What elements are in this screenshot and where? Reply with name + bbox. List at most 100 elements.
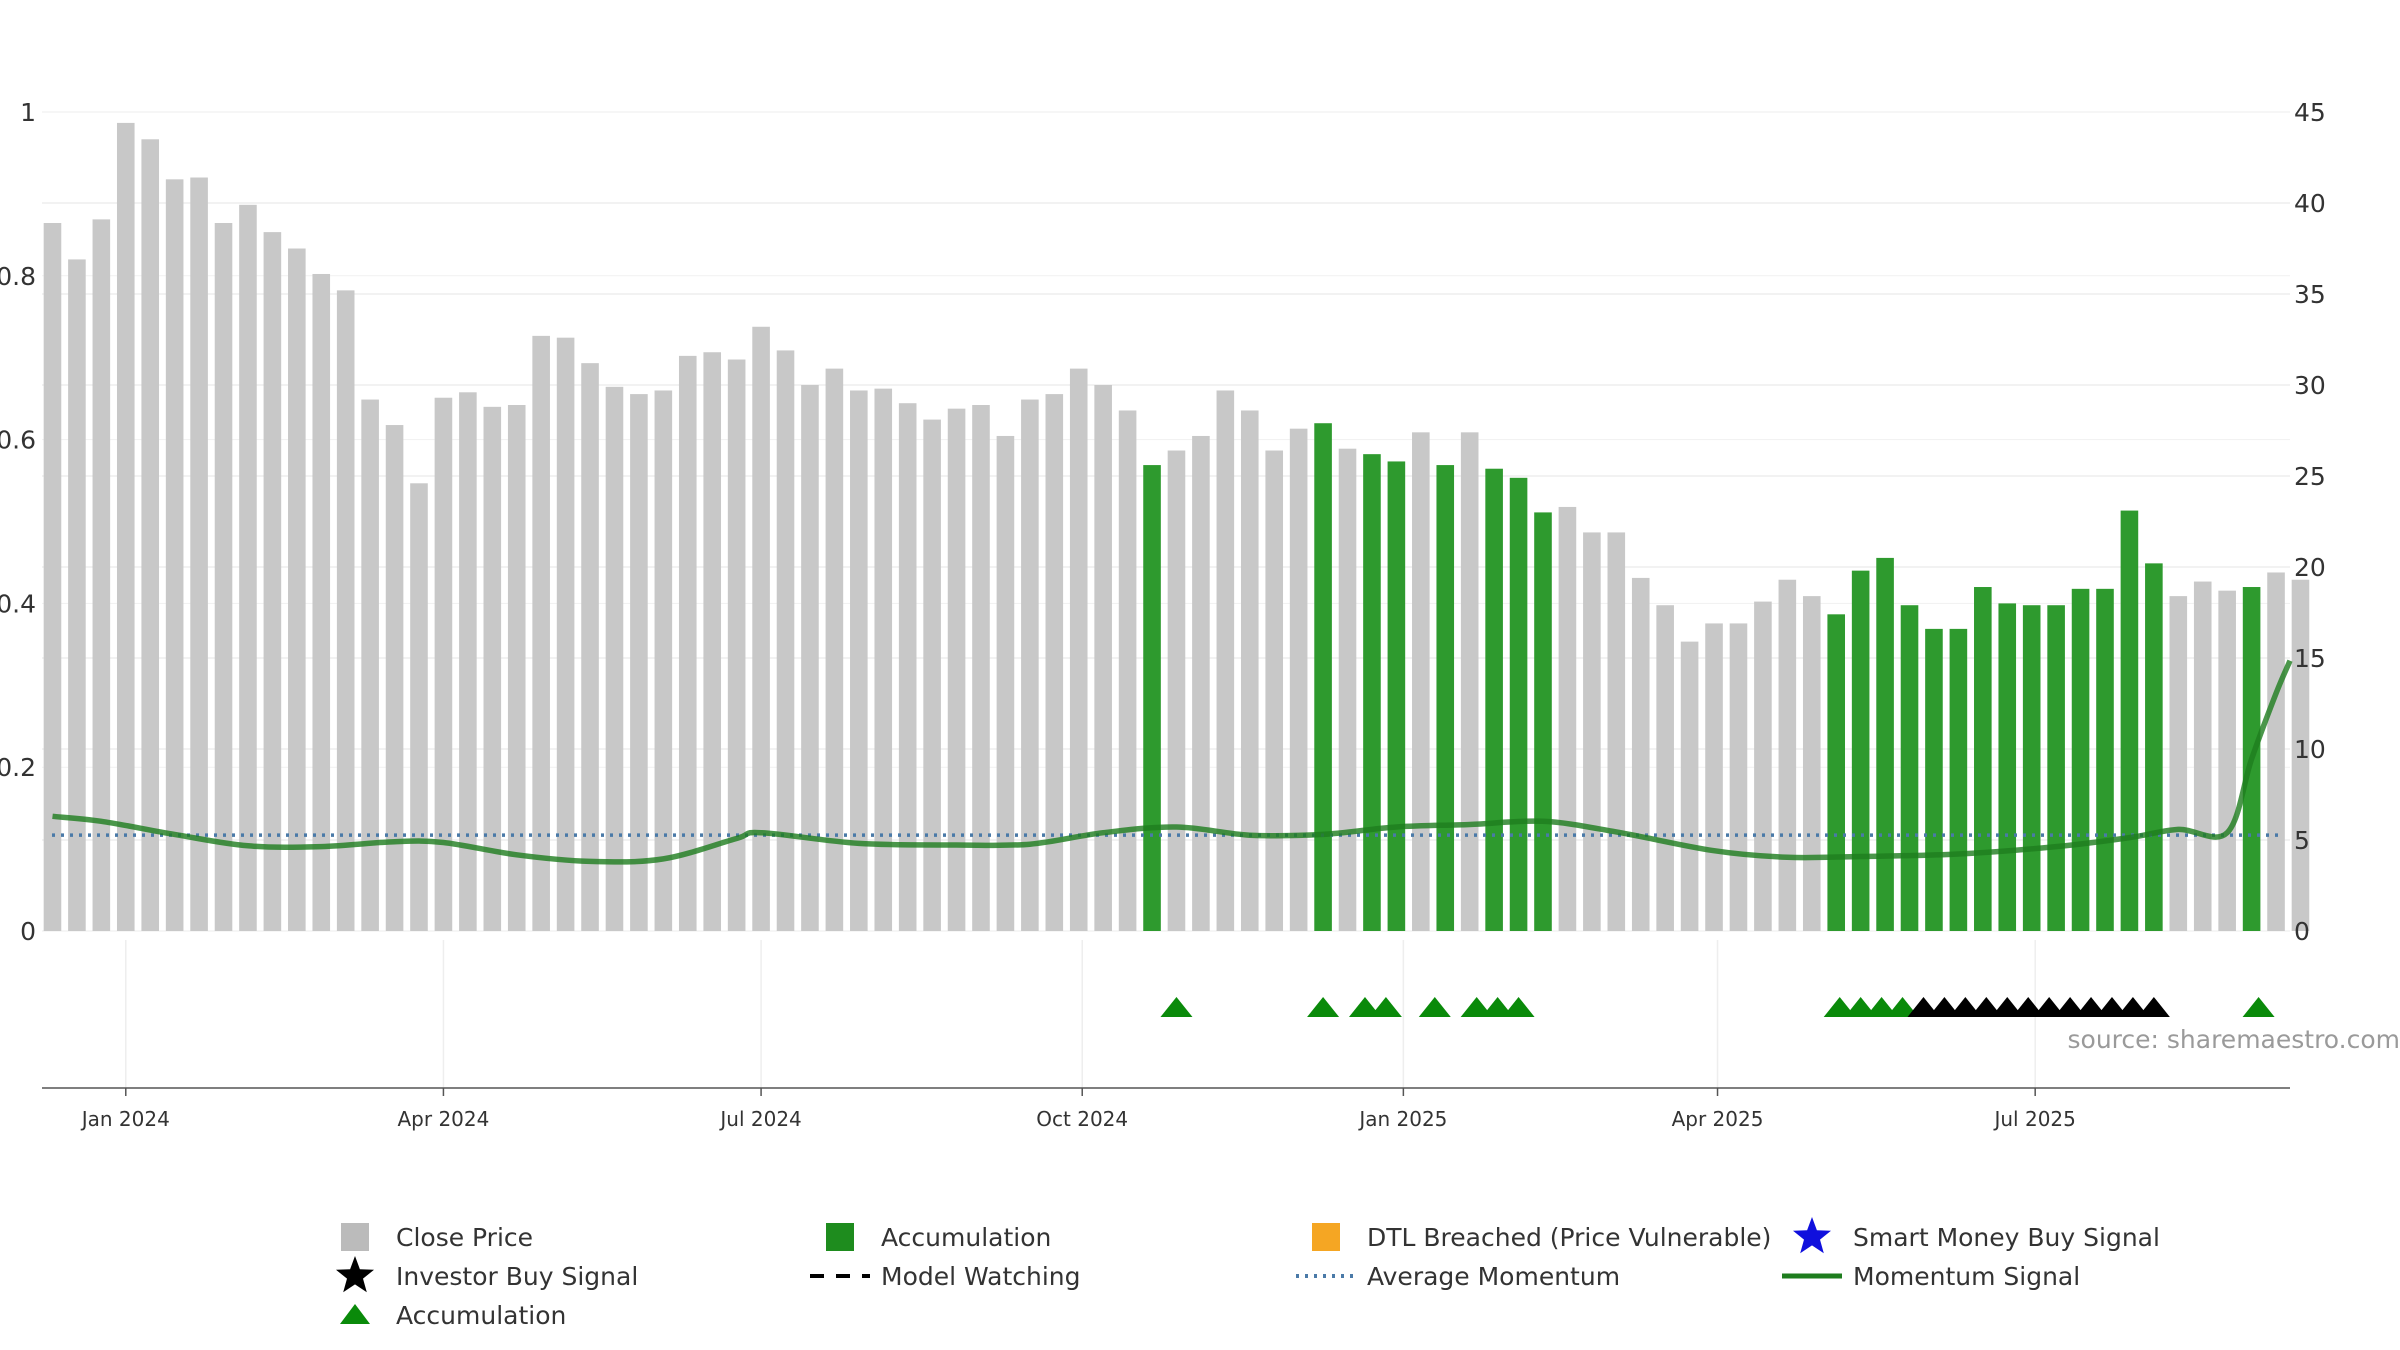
close-price-bar bbox=[2291, 579, 2310, 931]
accumulation-bar bbox=[1436, 465, 1455, 931]
legend-label: Accumulation bbox=[881, 1223, 1051, 1252]
close-price-bar bbox=[850, 390, 868, 932]
source-label: source: sharemaestro.com bbox=[2068, 1025, 2400, 1054]
close-price-bar bbox=[410, 483, 428, 931]
legend-close-price-swatch bbox=[341, 1223, 369, 1251]
close-price-bar bbox=[1778, 579, 1797, 931]
close-price-bar bbox=[556, 337, 575, 931]
legend-label: Close Price bbox=[396, 1223, 533, 1252]
accumulation-triangle bbox=[1348, 997, 1381, 1017]
close-price-bar bbox=[483, 406, 502, 932]
close-price-bar bbox=[434, 397, 453, 931]
close-price-bar bbox=[385, 425, 404, 931]
signal-markers bbox=[1160, 997, 2275, 1017]
close-price-bar bbox=[92, 219, 111, 931]
investor-buy-triangle bbox=[1991, 997, 2024, 1017]
legend-label: Investor Buy Signal bbox=[396, 1262, 638, 1291]
x-tick-label: Jan 2025 bbox=[1357, 1107, 1447, 1131]
investor-buy-triangle bbox=[1907, 997, 1940, 1017]
close-price-bar bbox=[1265, 450, 1284, 931]
x-axis: Jan 2024 Apr 2024 Jul 2024 Oct 2024 Jan 2025… bbox=[80, 1088, 2076, 1131]
legend-black-star-icon bbox=[336, 1256, 374, 1293]
close-price-bar bbox=[654, 390, 673, 932]
close-price-bar bbox=[825, 368, 844, 931]
close-price-bar bbox=[312, 273, 331, 932]
accumulation-bar bbox=[2071, 588, 2090, 931]
close-price-bar bbox=[581, 363, 599, 931]
momentum-signal-layer bbox=[52, 659, 2293, 865]
accumulation-triangle bbox=[1307, 997, 1340, 1017]
left-tick-label: 1 bbox=[20, 98, 36, 127]
close-price-bar bbox=[214, 223, 233, 931]
accumulation-bar bbox=[1974, 587, 1992, 931]
x-tick-label: Jul 2024 bbox=[718, 1107, 801, 1131]
close-price-bar bbox=[605, 386, 624, 931]
close-price-bar bbox=[703, 352, 722, 931]
left-tick-label: 0 bbox=[20, 917, 36, 946]
left-tick-label: 0.8 bbox=[0, 262, 36, 291]
momentum-signal-line bbox=[52, 659, 2293, 865]
legend-label: Momentum Signal bbox=[1853, 1262, 2080, 1291]
investor-buy-triangle bbox=[2075, 997, 2108, 1017]
close-price-bar bbox=[1069, 368, 1088, 931]
close-price-bar bbox=[459, 392, 477, 931]
close-price-bar bbox=[972, 405, 990, 931]
accumulation-triangle bbox=[1502, 997, 1535, 1017]
right-tick-label: 0 bbox=[2294, 917, 2310, 946]
accumulation-bar bbox=[2145, 563, 2163, 931]
accumulation-bar bbox=[1363, 454, 1381, 931]
legend-blue-star-icon bbox=[1793, 1217, 1831, 1254]
accumulation-bar bbox=[1509, 477, 1528, 931]
left-tick-label: 0.4 bbox=[0, 589, 36, 618]
close-price-bar bbox=[1729, 623, 1748, 931]
accumulation-bar bbox=[2096, 588, 2114, 931]
investor-buy-triangle bbox=[1970, 997, 2003, 1017]
investor-buy-triangle bbox=[1928, 997, 1961, 1017]
close-price-bar bbox=[727, 359, 746, 931]
close-price-bar bbox=[1802, 596, 1821, 931]
close-price-bar bbox=[141, 139, 160, 932]
investor-buy-triangle bbox=[1949, 997, 1982, 1017]
close-price-bar bbox=[507, 405, 526, 931]
accumulation-triangle bbox=[1865, 997, 1898, 1017]
legend: Close Price Accumulation DTL Breached (Pri… bbox=[336, 1217, 2160, 1330]
right-tick-label: 30 bbox=[2294, 371, 2326, 400]
close-price-bar bbox=[996, 435, 1015, 931]
accumulation-bar bbox=[1827, 614, 1846, 931]
close-price-bar bbox=[1167, 450, 1186, 931]
right-tick-label: 10 bbox=[2294, 735, 2326, 764]
accumulation-triangle bbox=[1160, 997, 1193, 1017]
x-tick-label: Apr 2025 bbox=[1672, 1107, 1764, 1131]
accumulation-bar bbox=[1387, 461, 1406, 931]
investor-buy-triangle bbox=[2033, 997, 2066, 1017]
x-tick-label: Jan 2024 bbox=[80, 1107, 170, 1131]
investor-buy-triangle bbox=[2054, 997, 2087, 1017]
close-price-bar bbox=[1192, 435, 1210, 931]
right-tick-label: 5 bbox=[2294, 826, 2310, 855]
x-tick-label: Apr 2024 bbox=[397, 1107, 489, 1131]
legend-label: Accumulation bbox=[396, 1301, 566, 1330]
accumulation-triangle bbox=[1418, 997, 1451, 1017]
close-price-bar bbox=[116, 122, 135, 932]
close-price-bar bbox=[2218, 590, 2236, 931]
close-price-bar bbox=[776, 350, 795, 931]
close-price-bar bbox=[190, 177, 208, 931]
close-price-bar bbox=[68, 259, 86, 931]
accumulation-triangle bbox=[1886, 997, 1919, 1017]
legend-accumulation-swatch bbox=[826, 1223, 854, 1251]
right-tick-label: 45 bbox=[2294, 98, 2326, 127]
close-price-bar bbox=[2169, 596, 2188, 931]
close-price-bar bbox=[898, 403, 917, 931]
close-price-bar bbox=[288, 248, 306, 931]
investor-buy-triangle bbox=[2012, 997, 2045, 1017]
price-bars bbox=[43, 122, 2310, 932]
close-price-bar bbox=[923, 419, 941, 931]
legend-label: Model Watching bbox=[881, 1262, 1081, 1291]
close-price-bar bbox=[1583, 532, 1601, 931]
close-price-bar bbox=[1754, 601, 1772, 931]
right-tick-label: 40 bbox=[2294, 189, 2326, 218]
right-axis: 0 5 10 15 20 25 30 35 40 45 bbox=[2294, 98, 2326, 946]
right-tick-label: 35 bbox=[2294, 280, 2326, 309]
accumulation-triangle bbox=[1369, 997, 1402, 1017]
